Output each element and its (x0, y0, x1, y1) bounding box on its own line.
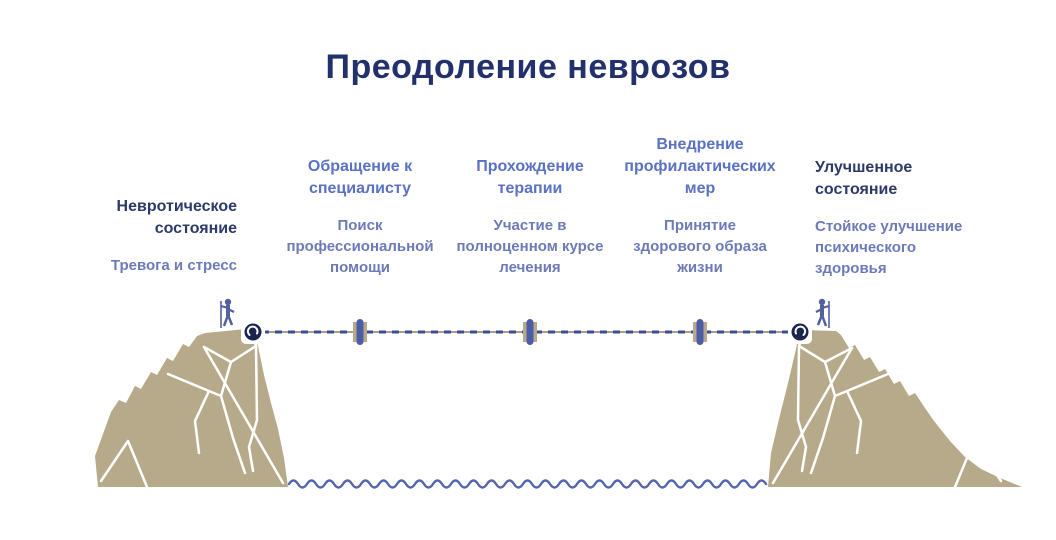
page-title: Преодоление неврозов (325, 48, 731, 86)
stage-subtext: Стойкое улучшение психического здоровья (815, 218, 963, 277)
stage-heading: Улучшенное состояние (815, 159, 913, 198)
right-cliff (768, 330, 1022, 489)
carabiner-anchor-icon (788, 320, 812, 344)
rope-knot-1 (353, 319, 367, 345)
stage-heading: Обращение к специалисту (307, 158, 413, 197)
rope-knot-2 (523, 319, 537, 345)
stage-heading: Прохождение терапии (476, 158, 584, 197)
stage-heading: Внедрение профилактических мер (624, 136, 776, 197)
water-wave-line (287, 479, 768, 489)
hiker-icon (219, 296, 236, 330)
stage-improved-state: Улучшенное состояние Стойкое улучшение п… (815, 157, 1000, 279)
stage-seeing-specialist: Обращение к специалисту Поиск профессион… (278, 156, 442, 278)
carabiner-anchor-icon (241, 320, 265, 344)
stage-preventive-measures: Внедрение профилактических мер Принятие … (608, 134, 792, 278)
stage-subtext: Принятие здорового образа жизни (633, 217, 767, 276)
stage-therapy: Прохождение терапии Участие в полноценно… (444, 156, 616, 278)
stage-neurotic-state: Невротическое состояние Тревога и стресс (57, 196, 237, 276)
hiker-icon (814, 296, 831, 330)
rope-knot-3 (693, 319, 707, 345)
stage-subtext: Тревога и стресс (110, 257, 237, 274)
stage-heading: Невротическое состояние (116, 198, 237, 237)
left-cliff (95, 329, 288, 489)
stage-subtext: Участие в полноценном курсе лечения (456, 217, 604, 276)
stage-subtext: Поиск профессиональной помощи (286, 217, 434, 276)
